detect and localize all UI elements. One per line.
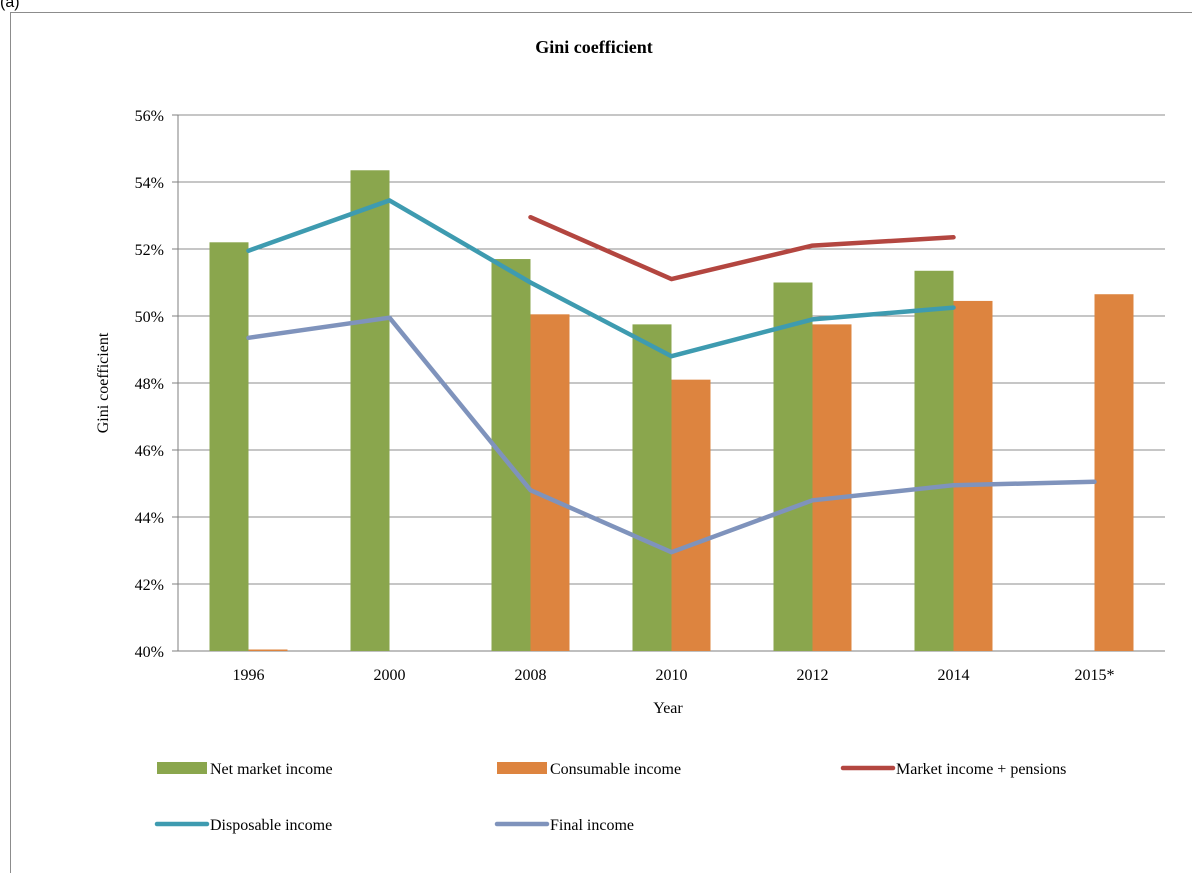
legend-label-disposable-income: Disposable income <box>210 817 332 834</box>
y-tick-label: 40% <box>135 644 164 661</box>
y-tick-label: 52% <box>135 242 164 259</box>
bar-net-market-income-2000 <box>350 170 390 651</box>
y-axis-label: Gini coefficient <box>95 332 112 433</box>
bar-consumable-income-1996 <box>248 649 288 651</box>
y-tick-label: 54% <box>135 175 164 192</box>
bar-net-market-income-2012 <box>773 282 813 651</box>
bars <box>209 170 1134 652</box>
y-tick-label: 44% <box>135 510 164 527</box>
panel-label: (a) <box>0 0 20 11</box>
legend: Net market income Consumable income Market… <box>154 761 1066 834</box>
bar-net-market-income-2014 <box>914 270 954 651</box>
bar-net-market-income-2008 <box>491 259 531 651</box>
x-tick-label: 2000 <box>374 667 406 684</box>
legend-label-final-income: Final income <box>550 817 634 834</box>
x-axis-label: Year <box>653 700 683 717</box>
series-lines <box>246 198 1097 555</box>
x-tick-label: 1996 <box>233 667 265 684</box>
line-market-income-pensions <box>528 214 956 282</box>
bar-net-market-income-2010 <box>632 324 672 651</box>
line-disposable-income <box>246 198 956 359</box>
y-tick-label: 56% <box>135 108 164 125</box>
y-tick-label: 48% <box>135 376 164 393</box>
chart-title: Gini coefficient <box>535 37 652 57</box>
bar-consumable-income-2008 <box>530 314 570 651</box>
legend-label-consumable-income: Consumable income <box>550 761 681 778</box>
legend-label-net-market-income: Net market income <box>210 761 333 778</box>
chart-frame <box>10 12 1192 873</box>
legend-label-market-income-pensions: Market income + pensions <box>896 761 1066 778</box>
bar-consumable-income-2010 <box>671 379 711 651</box>
bar-consumable-income-2014 <box>953 300 993 651</box>
bar-net-market-income-1996 <box>209 242 249 652</box>
bar-consumable-income-2012 <box>812 324 852 651</box>
y-tick-label: 50% <box>135 309 164 326</box>
x-tick-label: 2012 <box>797 667 829 684</box>
x-tick-label: 2010 <box>656 667 688 684</box>
x-tick-labels: 1996 2000 2008 2010 2012 2014 2015* <box>233 667 1115 684</box>
line-final-income <box>246 315 1097 555</box>
legend-swatch-net-market-income <box>157 762 207 774</box>
x-tick-label: 2008 <box>515 667 547 684</box>
bar-consumable-income-2015 <box>1094 294 1134 651</box>
y-tick-label: 46% <box>135 443 164 460</box>
y-tick-label: 42% <box>135 577 164 594</box>
x-tick-label: 2015* <box>1075 667 1115 684</box>
x-tick-label: 2014 <box>938 667 970 684</box>
y-tick-labels: 40% 42% 44% 46% 48% 50% 52% 54% 56% <box>135 108 164 661</box>
legend-swatch-consumable-income <box>497 762 547 774</box>
